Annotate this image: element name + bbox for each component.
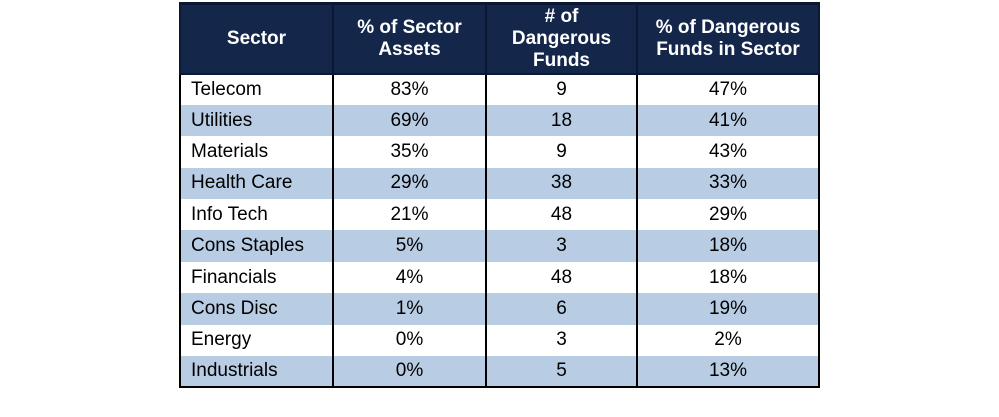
cell-pct-dangerous-funds: 18% [636, 230, 820, 262]
table-row: Financials 4% 48 18% [179, 261, 820, 294]
cell-pct-dangerous-funds: 41% [636, 104, 820, 137]
header-line: Funds in Sector [656, 38, 800, 60]
header-sector: Sector [179, 2, 334, 75]
cell-pct-sector-assets: 1% [332, 293, 487, 325]
cell-pct-sector-assets: 0% [332, 356, 487, 389]
cell-sector: Utilities [179, 104, 334, 137]
cell-sector: Info Tech [179, 199, 334, 231]
cell-sector: Financials [179, 261, 334, 294]
cell-pct-dangerous-funds: 19% [636, 293, 820, 325]
cell-num-dangerous-funds: 48 [485, 261, 638, 294]
cell-pct-dangerous-funds: 47% [636, 73, 820, 105]
header-line: # of [544, 5, 579, 27]
table-row: Utilities 69% 18 41% [179, 104, 820, 137]
header-pct-dangerous-funds: % of Dangerous Funds in Sector [636, 2, 820, 75]
cell-num-dangerous-funds: 3 [485, 324, 638, 357]
cell-sector: Telecom [179, 73, 334, 105]
cell-num-dangerous-funds: 6 [485, 293, 638, 325]
table-row: Telecom 83% 9 47% [179, 73, 820, 105]
cell-pct-dangerous-funds: 2% [636, 324, 820, 357]
cell-num-dangerous-funds: 3 [485, 230, 638, 262]
cell-pct-sector-assets: 0% [332, 324, 487, 357]
header-line: % of Dangerous [655, 16, 801, 38]
cell-pct-sector-assets: 35% [332, 136, 487, 168]
header-line: % of Sector [357, 16, 462, 38]
cell-pct-sector-assets: 4% [332, 261, 487, 294]
table-row: Info Tech 21% 48 29% [179, 199, 820, 231]
header-num-dangerous-funds: # of Dangerous Funds [485, 2, 638, 75]
cell-pct-sector-assets: 29% [332, 167, 487, 200]
cell-num-dangerous-funds: 38 [485, 167, 638, 200]
cell-sector: Cons Staples [179, 230, 334, 262]
header-row: Sector % of Sector Assets # of Dangerous… [179, 2, 820, 75]
header-sector-line: Sector [226, 27, 287, 49]
cell-pct-sector-assets: 5% [332, 230, 487, 262]
cell-pct-sector-assets: 69% [332, 104, 487, 137]
cell-sector: Cons Disc [179, 293, 334, 325]
table-row: Energy 0% 3 2% [179, 324, 820, 357]
sector-funds-table: Sector % of Sector Assets # of Dangerous… [179, 2, 820, 389]
cell-pct-dangerous-funds: 18% [636, 261, 820, 294]
header-line: Dangerous [511, 27, 612, 49]
table-row: Cons Staples 5% 3 18% [179, 230, 820, 262]
cell-num-dangerous-funds: 5 [485, 356, 638, 389]
cell-pct-dangerous-funds: 29% [636, 199, 820, 231]
cell-num-dangerous-funds: 9 [485, 73, 638, 105]
cell-pct-sector-assets: 83% [332, 73, 487, 105]
cell-sector: Industrials [179, 356, 334, 389]
table-body: Telecom 83% 9 47% Utilities 69% 18 41% Materials… [179, 73, 820, 389]
cell-pct-dangerous-funds: 13% [636, 356, 820, 389]
cell-pct-dangerous-funds: 43% [636, 136, 820, 168]
cell-num-dangerous-funds: 48 [485, 199, 638, 231]
cell-pct-sector-assets: 21% [332, 199, 487, 231]
table-row: Industrials 0% 5 13% [179, 356, 820, 389]
table-row: Materials 35% 9 43% [179, 136, 820, 168]
cell-sector: Energy [179, 324, 334, 357]
table-row: Cons Disc 1% 6 19% [179, 293, 820, 325]
cell-num-dangerous-funds: 9 [485, 136, 638, 168]
header-line: Funds [533, 49, 590, 71]
cell-sector: Materials [179, 136, 334, 168]
header-line: Assets [378, 38, 441, 60]
header-pct-sector-assets: % of Sector Assets [332, 2, 487, 75]
cell-pct-dangerous-funds: 33% [636, 167, 820, 200]
cell-sector: Health Care [179, 167, 334, 200]
cell-num-dangerous-funds: 18 [485, 104, 638, 137]
table-row: Health Care 29% 38 33% [179, 167, 820, 200]
